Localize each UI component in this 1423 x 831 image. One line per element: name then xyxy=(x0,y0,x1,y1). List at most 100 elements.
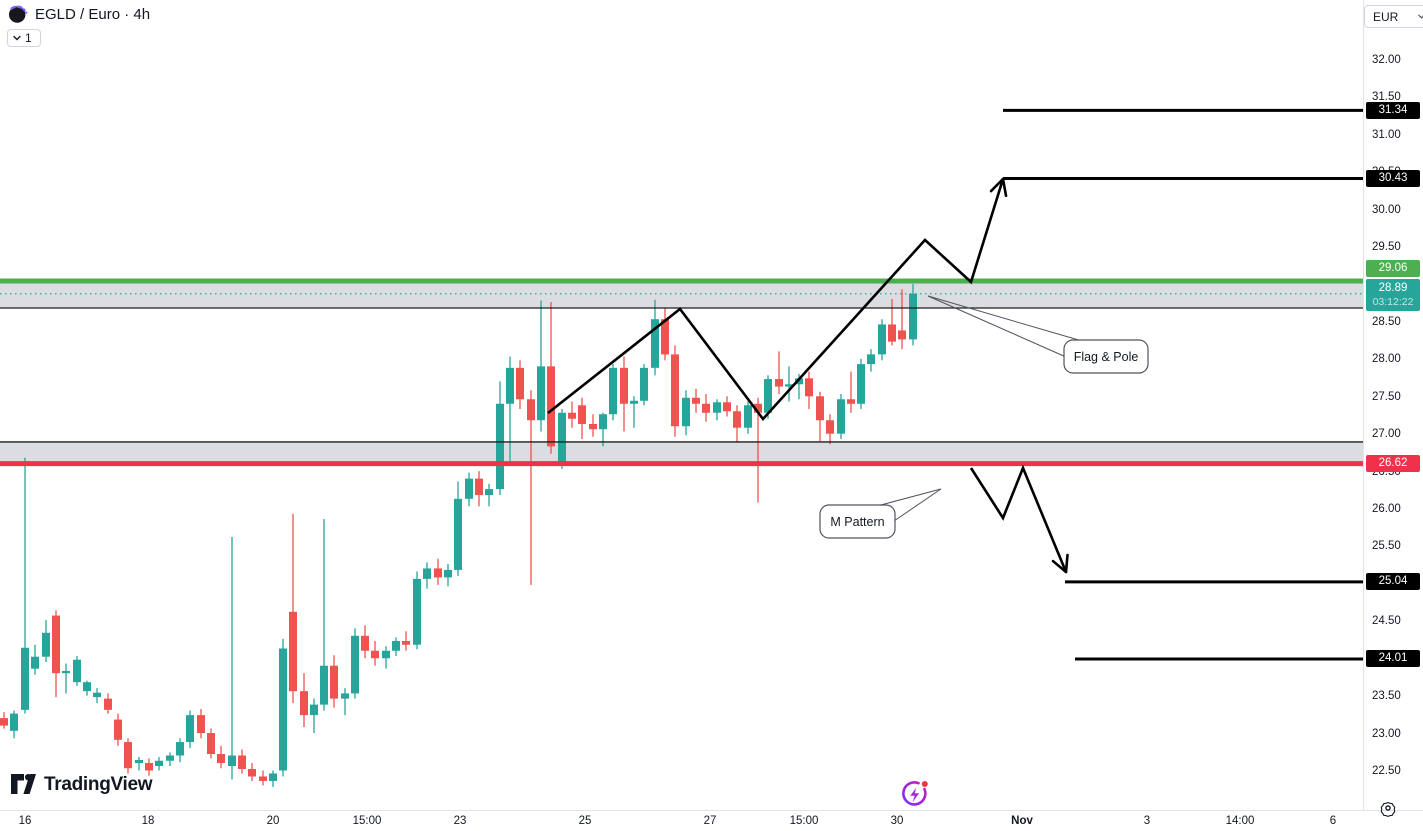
candle xyxy=(516,360,524,410)
axis-price-tick: 26.00 xyxy=(1372,503,1401,516)
candle xyxy=(238,749,246,774)
candle xyxy=(609,364,617,421)
axis-time-tick: 14:00 xyxy=(1225,815,1255,827)
candle xyxy=(465,472,473,507)
candle xyxy=(21,457,29,714)
candle xyxy=(506,356,514,466)
axis-price-label: 26.62 xyxy=(1366,455,1420,473)
candle xyxy=(702,394,710,422)
currency-selector[interactable]: EUR xyxy=(1364,5,1423,28)
candle xyxy=(630,396,638,428)
candle xyxy=(186,710,194,749)
candle xyxy=(52,610,60,698)
symbol-logo-icon xyxy=(8,4,28,24)
axis-time-tick: 16 xyxy=(18,815,32,827)
candle xyxy=(62,663,70,694)
symbol-legend[interactable]: EGLD / Euro · 4h xyxy=(8,4,150,24)
flag-pole-projection-arrowhead xyxy=(1001,177,1008,198)
candle xyxy=(682,390,690,436)
candle xyxy=(764,375,772,419)
price-axis[interactable]: 32.0031.5031.0030.5030.0029.5028.5028.00… xyxy=(1363,0,1423,810)
tradingview-wordmark: TradingView xyxy=(44,773,153,795)
axis-price-tick: 24.50 xyxy=(1372,615,1401,628)
axis-time-tick: 6 xyxy=(1329,815,1337,827)
m-pattern-projection-arrowhead xyxy=(1064,553,1069,574)
candle xyxy=(867,349,875,372)
candle xyxy=(599,412,607,447)
candle xyxy=(620,356,628,432)
candle xyxy=(413,571,421,650)
axis-price-tick: 27.00 xyxy=(1372,428,1401,441)
candle xyxy=(42,620,50,662)
callout-flag-and-pole-label: Flag & Pole xyxy=(1074,350,1139,364)
candle xyxy=(785,366,793,402)
candle xyxy=(197,709,205,739)
flag-pole-projection[interactable] xyxy=(547,178,1005,422)
candle xyxy=(330,655,338,708)
axis-price-label: 30.43 xyxy=(1366,169,1420,187)
tradingview-mark-icon xyxy=(10,773,37,796)
axis-price-tick: 22.50 xyxy=(1372,764,1401,777)
axis-time-tick: 18 xyxy=(141,815,155,827)
axis-price-tick: 28.00 xyxy=(1372,353,1401,366)
axis-price-label: 24.01 xyxy=(1366,650,1420,668)
candle xyxy=(176,738,184,763)
axis-time-tick: 30 xyxy=(890,815,904,827)
axis-time-tick: 27 xyxy=(703,815,717,827)
callout-flag-and-pole-pointer xyxy=(927,295,1067,358)
candle xyxy=(713,399,721,421)
chevron-down-icon xyxy=(1417,12,1423,21)
candle xyxy=(93,688,101,704)
candle xyxy=(124,738,132,774)
callout-m-pattern[interactable] xyxy=(819,504,896,539)
candle xyxy=(73,655,81,686)
flag-pole-projection-arrowhead xyxy=(989,177,1005,193)
candle xyxy=(888,298,896,346)
candle xyxy=(382,646,390,669)
tradingview-logo[interactable]: TradingView xyxy=(10,773,153,796)
candle xyxy=(289,513,297,704)
axis-price-tick: 23.50 xyxy=(1372,690,1401,703)
layers-chip[interactable]: 1 xyxy=(7,29,41,47)
m-pattern-projection-arrowhead xyxy=(1051,559,1068,574)
candle xyxy=(878,319,886,361)
candle xyxy=(589,414,597,437)
time-axis[interactable]: 16 18 20 15:00 23 25 27 15:00 30 Nov 3 14:00 6 xyxy=(0,810,1423,831)
candle xyxy=(259,770,267,786)
chart-canvas[interactable]: Flag & Pole M Pattern xyxy=(0,0,1363,810)
candle xyxy=(671,345,679,437)
candle xyxy=(744,401,752,434)
candle xyxy=(10,710,18,739)
candle xyxy=(392,637,400,656)
axis-price-tick: 28.50 xyxy=(1372,315,1401,328)
candle xyxy=(269,770,277,787)
candle xyxy=(733,405,741,443)
axis-price-label: 29.06 xyxy=(1366,259,1420,277)
axis-price-tick: 32.00 xyxy=(1372,54,1401,66)
candle xyxy=(423,562,431,589)
candle xyxy=(640,364,648,406)
candle xyxy=(248,762,256,781)
gear-icon[interactable] xyxy=(1379,799,1397,822)
layers-chip-value: 1 xyxy=(25,31,32,45)
callout-flag-and-pole[interactable] xyxy=(1063,339,1149,374)
m-pattern-projection[interactable] xyxy=(969,464,1068,573)
candle xyxy=(723,396,731,417)
candle xyxy=(341,688,349,716)
candle xyxy=(104,693,112,714)
currency-value: EUR xyxy=(1373,9,1399,24)
boost-button[interactable] xyxy=(898,777,931,815)
axis-price-tick: 25.50 xyxy=(1372,540,1401,553)
candle xyxy=(837,394,845,439)
candle xyxy=(83,680,91,696)
candle xyxy=(568,401,576,428)
candle xyxy=(361,625,369,659)
axis-current-price-label: 28.89 03:12:22 xyxy=(1366,278,1420,311)
chevron-down-icon xyxy=(12,33,22,43)
axis-time-tick: 15:00 xyxy=(789,815,819,827)
candle xyxy=(898,289,906,350)
candle xyxy=(351,628,359,699)
candle xyxy=(320,519,328,711)
candle xyxy=(155,757,163,771)
candle xyxy=(217,745,225,769)
